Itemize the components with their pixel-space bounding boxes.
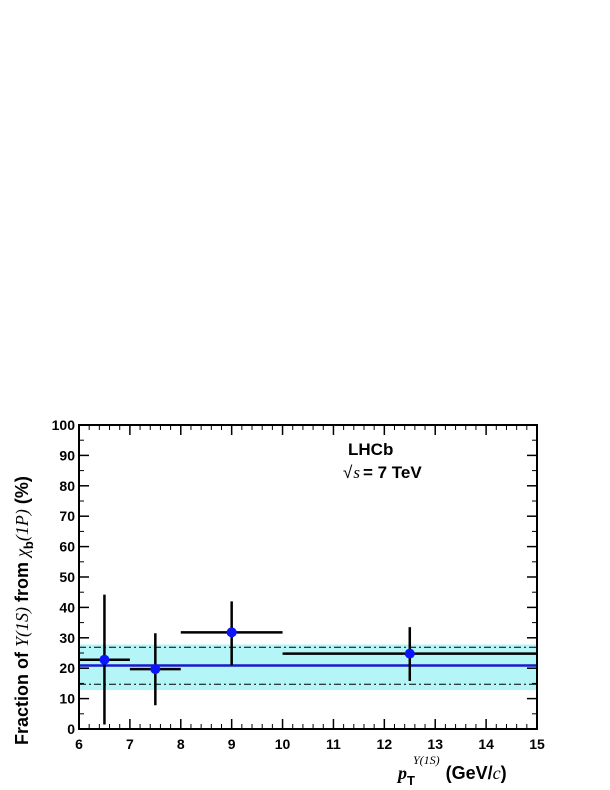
- fit-band-layer: [79, 644, 537, 691]
- sqrt-symbol: √: [343, 463, 353, 482]
- y-axis-pre: Fraction of: [12, 647, 32, 745]
- y-tick-label: 100: [52, 417, 76, 433]
- y-axis-state: (1P): [12, 509, 33, 541]
- x-tick-label: 9: [228, 736, 236, 752]
- x-axis-label: pT Υ(1S) (GeV/c): [396, 753, 507, 788]
- y-tick-label: 90: [59, 447, 75, 463]
- y-tick-label: 60: [59, 539, 75, 555]
- energy-value: = 7 TeV: [363, 463, 422, 482]
- y-tick-label: 50: [59, 569, 75, 585]
- y-tick-label: 10: [59, 691, 75, 707]
- y-tick-label: 70: [59, 508, 75, 524]
- data-points: [79, 594, 537, 725]
- y-axis-ups: Υ(1S): [12, 607, 33, 647]
- y-axis-label: Fraction of Υ(1S) from χb(1P) (%): [12, 476, 36, 745]
- x-tick-label: 6: [75, 736, 83, 752]
- x-tick-label: 14: [478, 736, 494, 752]
- x-axis-unit-c: c: [493, 763, 501, 783]
- x-tick-label: 15: [529, 736, 545, 752]
- x-axis-sub: T: [407, 773, 415, 788]
- y-axis-chi: χ: [12, 548, 32, 559]
- x-tick-label: 10: [275, 736, 291, 752]
- data-point: [150, 664, 161, 675]
- data-point: [99, 654, 110, 665]
- x-axis-unit-open: (GeV/: [446, 763, 493, 783]
- x-axis-sup: Υ(1S): [413, 753, 440, 767]
- y-tick-label: 80: [59, 478, 75, 494]
- x-tick-label: 11: [326, 736, 341, 752]
- data-point: [404, 648, 415, 659]
- experiment-label: LHCb: [348, 440, 393, 459]
- y-tick-label: 20: [59, 660, 75, 676]
- plot-frame: [78, 424, 538, 730]
- y-tick-label: 40: [59, 599, 75, 615]
- x-axis-unit-close: ): [501, 763, 507, 783]
- y-tick-label: 0: [67, 721, 75, 737]
- energy-annotation: √s = 7 TeV: [343, 463, 422, 482]
- x-tick-label: 13: [427, 736, 443, 752]
- data-point: [226, 627, 237, 638]
- y-axis-post: (%): [12, 476, 32, 509]
- tick-labels: 0 10 20 30 40 50 60 70 80 90 100 6 7 8 9 10 11 12 13 14 15: [52, 417, 545, 752]
- x-tick-label: 7: [126, 736, 134, 752]
- y-axis-mid: from: [12, 557, 32, 607]
- x-tick-label: 12: [377, 736, 393, 752]
- energy-var: s: [353, 463, 360, 482]
- fit-uncertainty-band: [79, 644, 537, 691]
- x-axis-var: p: [396, 763, 407, 783]
- y-axis-chi-sub: b: [21, 541, 36, 549]
- x-tick-label: 8: [177, 736, 185, 752]
- y-tick-label: 30: [59, 630, 75, 646]
